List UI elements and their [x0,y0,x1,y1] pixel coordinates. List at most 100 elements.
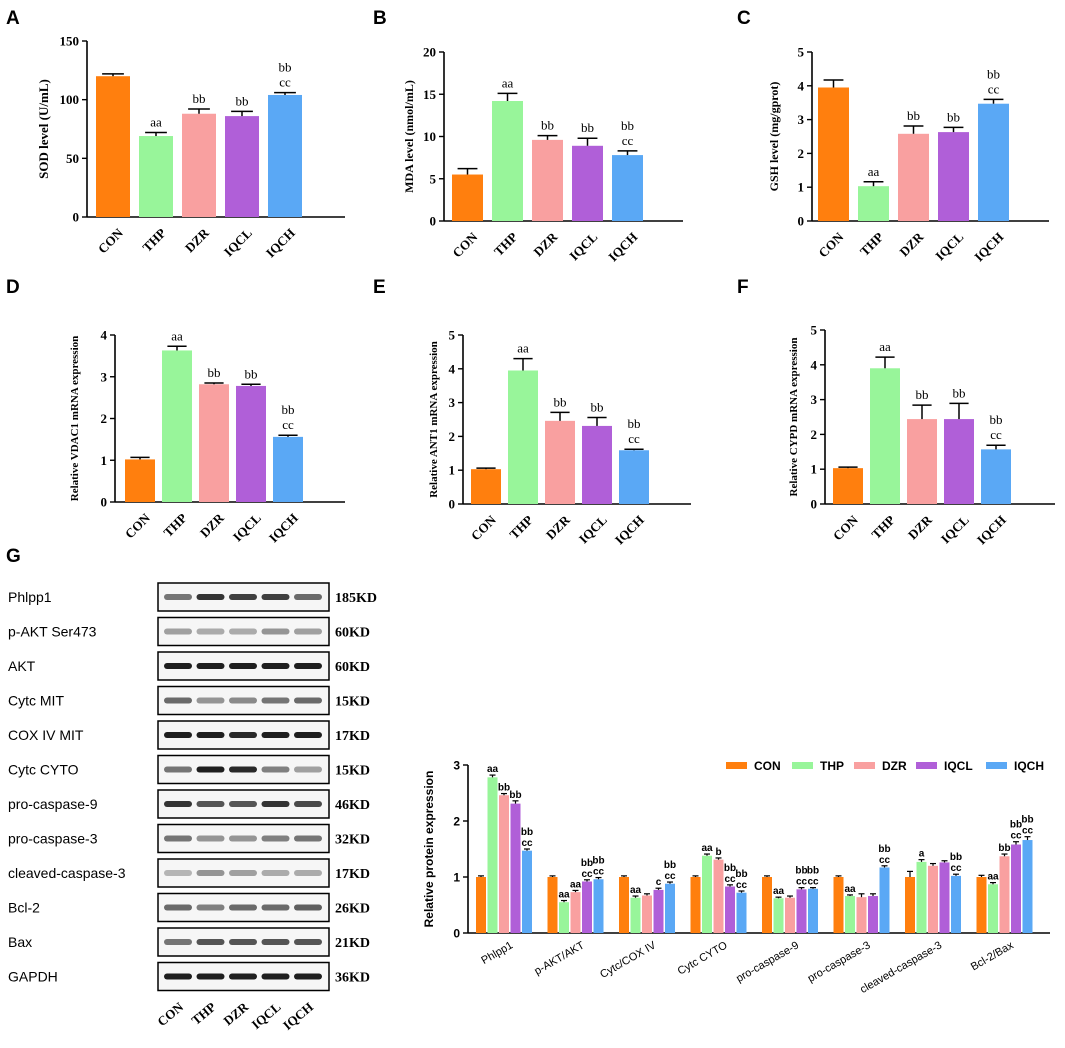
molecular-weight-label: 21KD [335,936,370,951]
significance-label: bb [208,365,221,380]
bar-dzr [928,865,938,933]
blot-label: AKT [8,658,36,674]
bar-con [452,174,483,221]
blot-band [261,697,290,704]
significance-label: bb [509,790,521,801]
significance-label: bb [953,385,966,400]
significance-label: cc [1010,831,1022,842]
y-tick-label: 0 [449,497,456,512]
blot-band [229,697,257,704]
x-tick-label: THP [160,510,190,540]
blot-band [229,904,257,911]
x-tick-label: IQCH [971,229,1006,264]
panel-letter: A [6,8,20,29]
bar-iqch [665,883,675,933]
molecular-weight-label: 60KD [335,626,370,641]
bar-thp [916,861,927,933]
blot-band [294,870,322,876]
y-tick-label: 1 [811,462,818,477]
blot-band [294,663,322,669]
blot-band [164,835,192,842]
significance-label: bb [916,387,929,402]
bar-iqch [981,449,1011,504]
x-tick-label: DZR [197,510,227,540]
bar-con [833,468,863,504]
blot-band [294,732,322,738]
x-tick-label: IQCH [605,229,640,264]
blot-label: pro-caspase-9 [8,796,98,812]
blot-band [261,801,290,807]
blot-band [294,939,322,945]
bar-con [690,877,701,933]
y-tick-label: 1 [101,453,108,468]
legend-swatch [726,762,747,769]
significance-label: aa [773,886,785,897]
x-tick-label: IQCH [263,225,298,260]
blot-band [261,663,290,669]
bar-dzr [713,859,724,933]
significance-label: bb [990,412,1003,427]
panel-a: A 0 50 100 150 SOD level (U/mL) CON aa THP bb DZR b… [6,8,345,260]
blot-band [229,628,257,635]
molecular-weight-label: 15KD [335,764,370,779]
y-tick-label: 10 [423,129,436,144]
significance-label: bb [245,366,258,381]
bar-iqcl [796,889,807,933]
significance-label: cc [879,855,891,866]
blot-band [196,835,225,842]
bar-con [762,877,772,933]
y-tick-label: 3 [449,395,456,410]
x-tick-label: CON [95,225,126,256]
blot-band [164,801,192,807]
x-tick-label: IQCL [938,512,972,546]
molecular-weight-label: 17KD [335,867,370,882]
significance-label: bb [581,120,594,135]
bar-iqch [978,103,1009,221]
legend-swatch [986,762,1007,769]
blot-band [196,766,225,773]
bar-iqcl [725,886,735,933]
bar-iqcl [236,385,266,502]
blot-band [196,628,225,635]
significance-label: bb [581,858,593,869]
bar-con [125,459,155,502]
bar-iqch [879,867,890,933]
blot-band [196,594,225,600]
significance-label: aa [570,879,582,890]
bar-iqcl [582,425,612,504]
y-tick-label: 0 [430,214,437,229]
panel-d: D 0 1 2 3 4 Relative VDAC1 mRNA expression CON a… [6,277,345,545]
x-tick-label: IQCL [230,510,264,544]
blot-band [229,594,257,600]
bar-con [96,76,130,217]
bar-iqcl [938,132,969,221]
y-axis-label: Relative protein expression [422,771,436,928]
significance-label: bb [735,869,747,880]
y-tick-label: 5 [449,328,456,343]
y-tick-label: 0 [798,214,805,229]
bar-dzr [907,419,937,504]
significance-label: aa [879,339,891,354]
x-tick-label: THP [868,512,898,542]
molecular-weight-label: 17KD [335,729,370,744]
y-tick-label: 20 [423,45,436,60]
blot-band [229,939,257,945]
y-tick-label: 0 [101,495,108,510]
x-tick-label: IQCH [974,512,1009,547]
significance-label: bb [664,860,676,871]
y-tick-label: 4 [101,328,108,343]
blot-label: Phlpp1 [8,589,52,605]
x-tick-label: pro-caspase-3 [806,939,873,985]
x-tick-label: THP [139,225,169,255]
significance-label: cc [593,867,605,878]
significance-label: bb [498,783,510,794]
blot-band [261,870,290,876]
blot-label: COX IV MIT [8,727,84,743]
bar-thp [845,896,855,933]
x-tick-label: CON [815,229,846,260]
blot-band [294,973,322,980]
significance-label: bb [236,93,249,108]
molecular-weight-label: 32KD [335,833,370,848]
bar-dzr [642,895,652,933]
significance-label: aa [987,872,999,883]
